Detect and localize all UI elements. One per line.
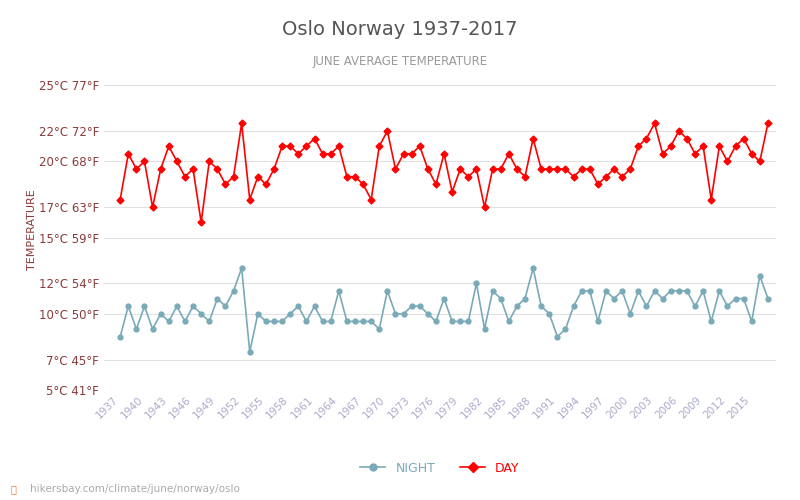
Y-axis label: TEMPERATURE: TEMPERATURE [27, 190, 37, 270]
Legend: NIGHT, DAY: NIGHT, DAY [355, 457, 525, 480]
Text: hikersbay.com/climate/june/norway/oslo: hikersbay.com/climate/june/norway/oslo [30, 484, 240, 494]
Text: Oslo Norway 1937-2017: Oslo Norway 1937-2017 [282, 20, 518, 39]
Text: JUNE AVERAGE TEMPERATURE: JUNE AVERAGE TEMPERATURE [313, 55, 487, 68]
Text: 📍: 📍 [10, 484, 16, 494]
